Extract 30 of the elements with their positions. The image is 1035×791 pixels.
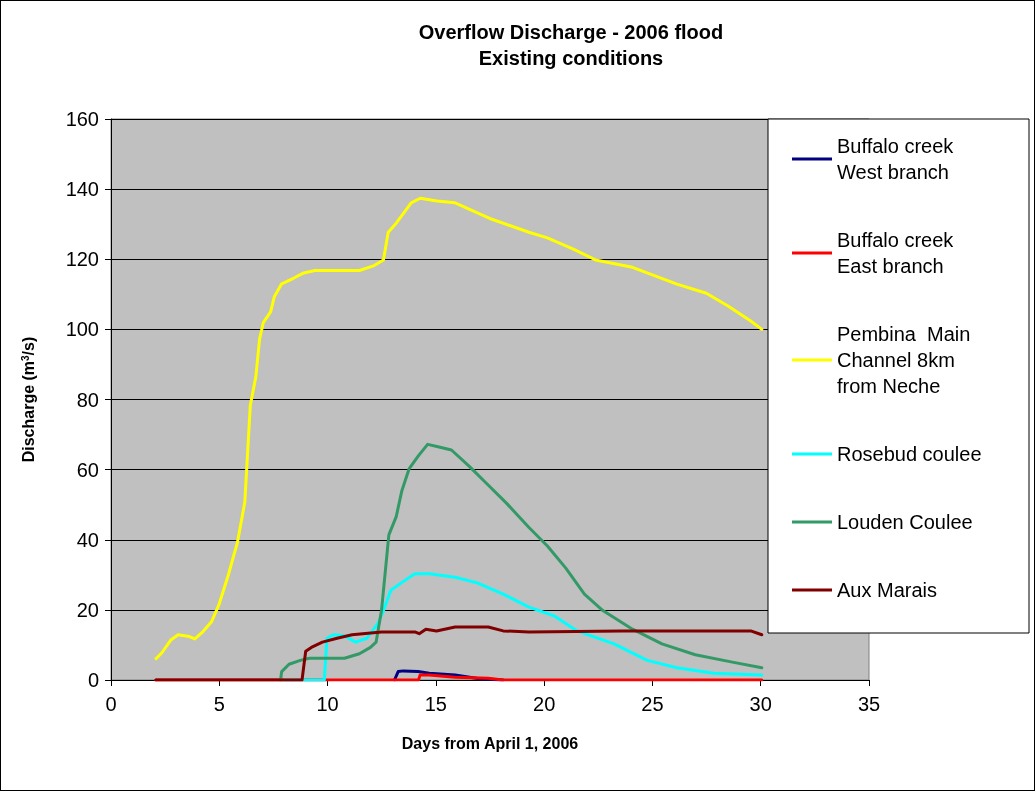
legend-label: Rosebud coulee xyxy=(837,443,982,465)
x-tick-label: 20 xyxy=(533,693,556,715)
x-tick-label: 0 xyxy=(105,693,117,715)
y-tick-label: 20 xyxy=(76,598,99,621)
x-axis-title: Days from April 1, 2006 xyxy=(401,734,579,752)
legend-label: Buffalo creek East branch xyxy=(837,229,959,277)
x-tick-label: 35 xyxy=(857,693,881,715)
y-tick-label: 0 xyxy=(87,669,99,691)
legend-label: Buffalo creek West branch xyxy=(837,135,959,183)
legend-label: Aux Marais xyxy=(837,579,938,601)
y-tick-label: 160 xyxy=(65,108,99,130)
y-tick-label: 40 xyxy=(76,528,99,551)
x-tick-label: 10 xyxy=(316,693,339,715)
y-tick-label: 80 xyxy=(76,388,99,411)
line-series xyxy=(154,625,764,682)
chart-subtitle: Existing conditions xyxy=(478,47,664,69)
y-tick-label: 120 xyxy=(65,248,99,271)
y-axis-title: Discharge (m3/s) xyxy=(19,336,37,463)
y-tick-label: 100 xyxy=(65,318,99,341)
x-tick-label: 5 xyxy=(213,693,225,715)
legend-label: Pembina Main Channel 8km from Neche xyxy=(837,323,976,397)
x-tick-label: 25 xyxy=(641,693,664,715)
line-series xyxy=(279,442,764,682)
line-series xyxy=(154,196,764,661)
chart-title: Overflow Discharge - 2006 flood xyxy=(418,21,724,43)
x-tick-label: 30 xyxy=(749,693,772,715)
x-tick-label: 15 xyxy=(424,693,447,715)
legend-label: Louden Coulee xyxy=(837,511,973,533)
y-tick-label: 60 xyxy=(76,458,99,481)
y-tick-label: 140 xyxy=(65,178,99,201)
